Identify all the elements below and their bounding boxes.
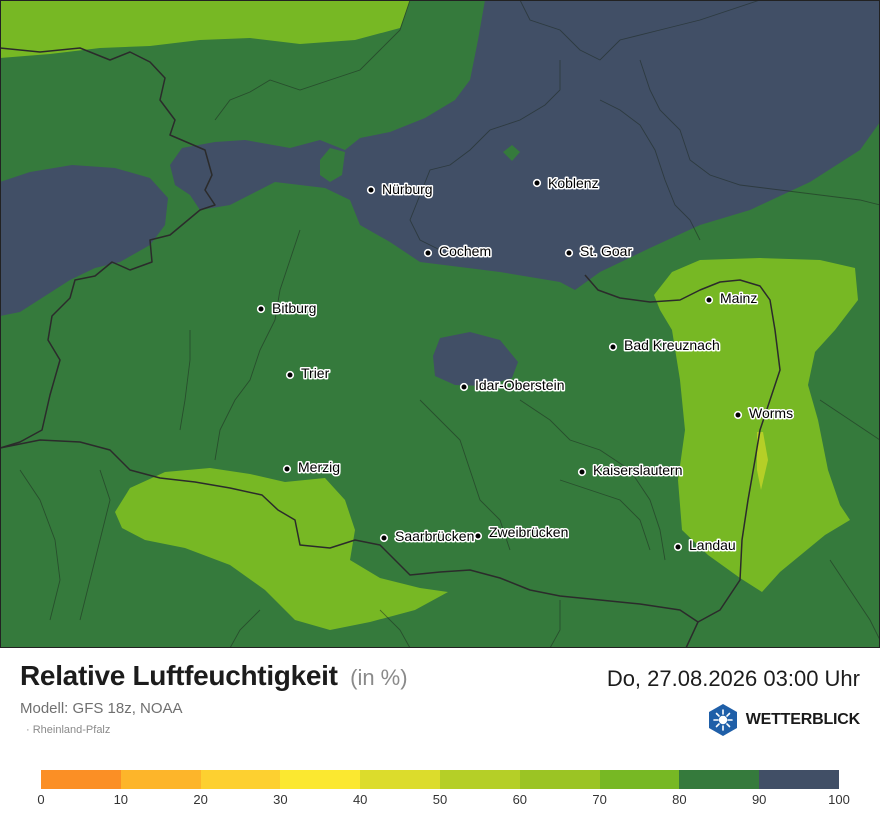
legend-segment-5 — [439, 770, 520, 789]
humidity-notch — [503, 145, 520, 161]
city-label-saarbruecken: Saarbrücken — [395, 528, 474, 544]
city-dot-bad-kreuznach — [608, 342, 618, 352]
legend-segment-0 — [41, 770, 121, 789]
legend-tick: 100 — [828, 792, 850, 807]
map-footer: Relative Luftfeuchtigkeit (in %) Do, 27.… — [0, 648, 880, 830]
city-label-cochem: Cochem — [439, 243, 491, 259]
humidity-band-60-70-streak — [757, 432, 768, 490]
legend-segment-3 — [280, 770, 361, 789]
legend-segment-7 — [599, 770, 680, 789]
legend-tick: 90 — [751, 792, 767, 807]
city-dot-idar-oberstein — [459, 382, 469, 392]
city-label-bad-kreuznach: Bad Kreuznach — [624, 337, 720, 353]
sun-snowflake-hexagon-icon — [708, 704, 737, 736]
region-label: · Rheinland-Pfalz — [26, 724, 111, 736]
model-info: Modell: GFS 18z, NOAA — [20, 700, 183, 717]
city-dot-worms — [733, 410, 743, 420]
humidity-band-90-100-center — [433, 332, 518, 386]
city-dot-cochem — [423, 248, 433, 258]
map-title: Relative Luftfeuchtigkeit — [20, 660, 338, 691]
border-south — [0, 439, 699, 648]
city-dot-zweibruecken — [473, 531, 483, 541]
city-label-zweibruecken: Zweibrücken — [489, 524, 568, 540]
legend-tick: 20 — [193, 792, 208, 807]
city-label-koblenz: Koblenz — [548, 175, 599, 191]
brand-logo[interactable]: WETTERBLICK — [706, 703, 860, 737]
legend-tick: 70 — [592, 792, 607, 807]
legend-segment-9 — [759, 770, 839, 789]
city-label-nuerburg: Nürburg — [382, 181, 433, 197]
title-row: Relative Luftfeuchtigkeit (in %) — [20, 660, 408, 692]
city-label-worms: Worms — [749, 405, 793, 421]
city-label-landau: Landau — [689, 537, 736, 553]
city-label-kaiserslautern: Kaiserslautern — [593, 462, 683, 478]
legend-tick: 60 — [512, 792, 528, 807]
city-label-st-goar: St. Goar — [580, 243, 632, 259]
legend-tick: 0 — [37, 792, 45, 807]
city-markers: Nürburg Koblenz Cochem St. Goar Mainz Bi… — [256, 174, 795, 555]
legend-segment-6 — [519, 770, 600, 789]
city-label-bitburg: Bitburg — [272, 300, 316, 316]
city-label-mainz: Mainz — [720, 290, 757, 306]
humidity-band-70-80-east — [654, 258, 858, 592]
humidity-map: Nürburg Koblenz Cochem St. Goar Mainz Bi… — [0, 0, 880, 648]
city-dot-bitburg — [256, 304, 266, 314]
city-dot-st-goar — [564, 248, 574, 258]
city-dot-landau — [673, 542, 683, 552]
humidity-band-70-80-southwest — [115, 468, 448, 630]
city-label-trier: Trier — [301, 365, 330, 381]
humidity-band-70-80-northwest — [0, 0, 410, 58]
legend-segment-8 — [679, 770, 760, 789]
legend-segment-2 — [200, 770, 281, 789]
legend-tick: 30 — [273, 792, 288, 807]
map-unit: (in %) — [350, 665, 408, 690]
legend-ticks: 0 10 20 30 40 50 60 70 80 90 100 — [37, 792, 849, 812]
city-dot-merzig — [282, 464, 292, 474]
brand-name: WETTERBLICK — [745, 711, 860, 728]
legend-tick: 80 — [672, 792, 687, 807]
humidity-band-90-100-west — [0, 165, 168, 316]
legend-tick: 50 — [432, 792, 448, 807]
city-dot-mainz — [704, 295, 714, 305]
district-lines — [19, 0, 880, 648]
city-dot-koblenz — [532, 178, 542, 188]
border-west — [0, 47, 216, 449]
city-label-idar-oberstein: Idar-Oberstein — [475, 377, 564, 393]
city-dot-trier — [285, 370, 295, 380]
map-canvas: Nürburg Koblenz Cochem St. Goar Mainz Bi… — [0, 0, 880, 648]
legend-tick: 10 — [113, 792, 129, 807]
humidity-notch-2 — [320, 148, 345, 182]
city-dot-saarbruecken — [379, 533, 389, 543]
city-dot-kaiserslautern — [577, 467, 587, 477]
legend-segment-1 — [120, 770, 201, 789]
city-label-merzig: Merzig — [298, 459, 340, 475]
city-dot-nuerburg — [366, 185, 376, 195]
legend-tick: 40 — [352, 792, 368, 807]
border-east — [584, 274, 781, 623]
color-legend: 0 10 20 30 40 50 60 70 80 90 100 — [37, 770, 850, 820]
legend-bar — [41, 770, 839, 789]
humidity-band-90-100-north — [170, 0, 880, 290]
forecast-datetime: Do, 27.08.2026 03:00 Uhr — [606, 666, 860, 691]
legend-segment-4 — [360, 770, 440, 789]
